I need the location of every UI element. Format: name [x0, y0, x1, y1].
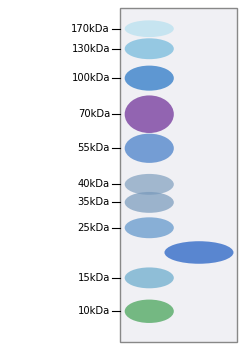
Text: 100kDa: 100kDa: [72, 73, 110, 83]
Ellipse shape: [125, 96, 174, 133]
Text: 130kDa: 130kDa: [72, 44, 110, 54]
Text: 15kDa: 15kDa: [78, 273, 110, 283]
Text: 170kDa: 170kDa: [71, 24, 110, 34]
Text: 55kDa: 55kDa: [78, 143, 110, 153]
Ellipse shape: [125, 65, 174, 91]
Ellipse shape: [164, 241, 234, 264]
Ellipse shape: [125, 38, 174, 59]
Ellipse shape: [125, 192, 174, 213]
Ellipse shape: [125, 20, 174, 37]
Ellipse shape: [125, 174, 174, 195]
Ellipse shape: [125, 300, 174, 323]
Text: 70kDa: 70kDa: [78, 109, 110, 119]
Text: 40kDa: 40kDa: [78, 179, 110, 189]
Ellipse shape: [125, 267, 174, 288]
Text: 10kDa: 10kDa: [78, 306, 110, 316]
Ellipse shape: [125, 217, 174, 238]
FancyBboxPatch shape: [120, 8, 237, 342]
Ellipse shape: [125, 134, 174, 163]
Text: 35kDa: 35kDa: [78, 197, 110, 208]
Text: 25kDa: 25kDa: [78, 223, 110, 233]
